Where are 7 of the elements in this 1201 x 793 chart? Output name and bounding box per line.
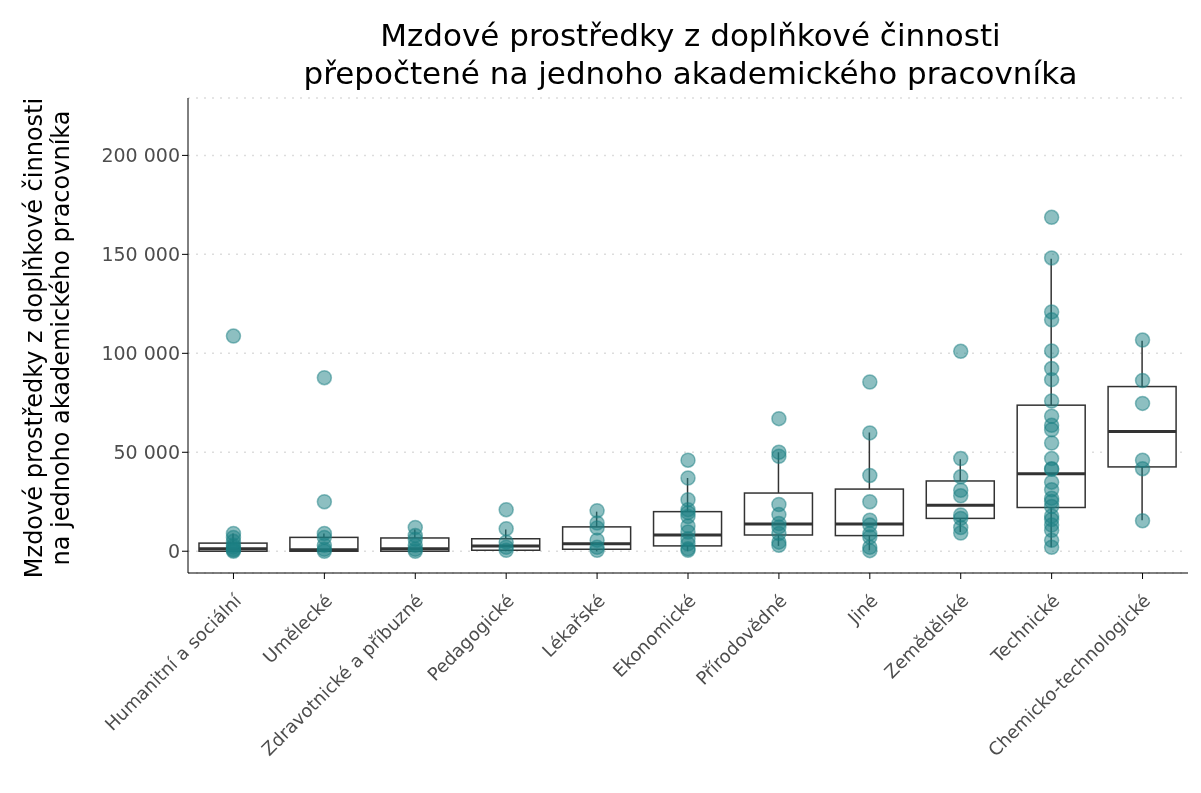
y-tick-label: 0 (167, 539, 180, 562)
y-tick-label: 50 000 (113, 441, 180, 464)
y-axis-title: Mzdové prostředky z doplňkové činnosti na jednoho akademického pracovníka (20, 97, 75, 579)
y-tick-label: 150 000 (101, 243, 180, 266)
chart-title: Mzdové prostředky z doplňkové činnosti přepočtené na jednoho akademického pracovníka (302, 16, 1079, 92)
y-tick-label: 100 000 (101, 342, 180, 365)
y-tick-label: 200 000 (101, 144, 180, 167)
